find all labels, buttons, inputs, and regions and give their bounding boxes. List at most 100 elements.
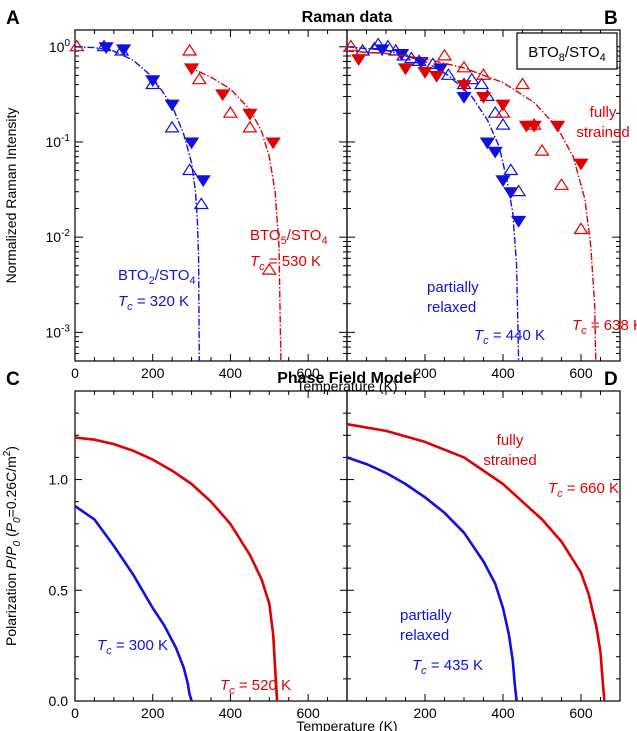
data-point-open: [261, 262, 277, 275]
data-point-open: [475, 68, 492, 80]
data-point-filled: [265, 137, 281, 150]
data-point-filled: [475, 91, 492, 104]
data-point-open: [440, 68, 456, 80]
data-point-open: [487, 105, 503, 118]
panel-c: 0 200 400 600 0.0 0.5 1.0 C Phase Field Model Pol…: [2, 369, 417, 721]
plot-frame: [74, 29, 348, 362]
data-point-open: [573, 222, 589, 235]
sample-label-box: [516, 32, 618, 70]
annotation-text: partially: [427, 279, 479, 296]
panel-letter: A: [6, 8, 20, 29]
annotation-text: Tc = 440 K: [474, 327, 545, 347]
data-point-open: [193, 197, 209, 210]
data-point-open: [182, 43, 198, 56]
data-point-open: [388, 43, 404, 56]
polarization-curve: [346, 422, 606, 702]
data-point-filled: [456, 91, 472, 104]
data-point-filled: [550, 120, 566, 133]
x-axis-label: Temperature (K): [296, 718, 397, 731]
y-tick-label: 10-1: [46, 133, 71, 150]
data-point-open: [510, 184, 527, 197]
x-tick-label: 0: [71, 365, 79, 381]
panel-letter: D: [604, 369, 618, 390]
data-point-open: [69, 39, 85, 52]
y-tick-label: 100: [49, 38, 71, 55]
panel-title: Raman data: [302, 9, 393, 26]
annotation-text: partially: [400, 607, 452, 624]
fit-curve: [346, 50, 597, 362]
annotation-text: Tc = 435 K: [412, 657, 483, 677]
data-point-filled: [456, 80, 472, 92]
data-point-filled: [495, 99, 511, 112]
data-point-filled: [351, 54, 367, 66]
x-tick-label: 600: [569, 705, 593, 721]
data-point-filled: [116, 44, 132, 57]
x-tick-label: 400: [491, 705, 515, 721]
data-point-open: [222, 105, 238, 118]
data-point-open: [495, 105, 511, 118]
y-tick-label: 0.5: [49, 582, 69, 598]
data-point-open: [164, 120, 180, 133]
data-point-open: [182, 163, 198, 176]
x-tick-label: 200: [413, 705, 437, 721]
data-point-open: [242, 120, 258, 133]
x-tick-label: 400: [219, 705, 243, 721]
panel-letter: B: [604, 8, 618, 29]
data-point-open: [473, 77, 490, 90]
x-tick-label: 200: [141, 705, 165, 721]
fit-curve: [187, 65, 282, 362]
polarization-curve: [346, 456, 518, 702]
annotation-text: relaxed: [400, 627, 449, 644]
data-point-filled: [164, 99, 180, 112]
y-axis-label: Polarization P/P0 (P0=0.26C/m2): [2, 446, 23, 646]
data-point-filled: [215, 89, 231, 102]
x-tick-label: 0: [71, 705, 79, 721]
plot-frame: [346, 390, 621, 702]
y-tick-label: 10-3: [46, 323, 71, 340]
annotation-text: Tc = 520 K: [220, 677, 291, 697]
data-point-filled: [242, 108, 258, 121]
x-tick-label: 600: [296, 365, 320, 381]
data-point-filled: [487, 146, 503, 159]
fit-curve: [74, 46, 200, 362]
panel-a: 0 200 400 600 10-3 10-2 10-1 100 A Raman data Norm…: [3, 8, 392, 381]
data-point-filled: [511, 215, 527, 228]
y-axis-label: Normalized Raman Intensity: [3, 108, 19, 284]
panel-title: Phase Field Model: [277, 370, 417, 387]
data-point-filled: [183, 137, 200, 150]
data-point-open: [370, 37, 386, 50]
sample-label: BTO8/STO4: [528, 44, 606, 64]
annotation-text: Tc = 638 K: [572, 317, 637, 337]
data-point-open: [514, 77, 531, 90]
x-tick-label: 400: [219, 365, 243, 381]
data-point-filled: [503, 187, 519, 200]
data-point-open: [495, 117, 511, 130]
data-point-filled: [573, 158, 589, 171]
annotation-text: Tc = 660 K: [548, 480, 619, 500]
data-point-open: [526, 117, 542, 130]
data-point-filled: [397, 63, 414, 76]
panel-b: 200 400 600 B Temperature (K) BTO8/STO4 fully s…: [296, 8, 637, 394]
data-point-open: [343, 39, 359, 52]
x-tick-label: 200: [141, 365, 165, 381]
x-tick-label: 400: [491, 365, 515, 381]
x-axis-label: Temperature (K): [296, 378, 397, 394]
annotation-text: Tc = 530 K: [250, 253, 321, 273]
x-tick-label: 200: [413, 365, 437, 381]
x-tick-label: 600: [569, 365, 593, 381]
annotation-text: BTO5/STO4: [250, 227, 328, 247]
data-point-open: [534, 143, 550, 156]
data-point-filled: [429, 70, 445, 83]
y-tick-label: 0.0: [49, 693, 69, 709]
data-point-open: [553, 178, 570, 190]
data-point-filled: [195, 175, 211, 188]
data-point-open: [145, 77, 161, 90]
data-point-open: [355, 43, 371, 56]
annotation-text: strained: [576, 124, 629, 141]
polarization-curve: [74, 505, 193, 702]
data-point-filled: [184, 63, 200, 76]
annotation-text: Tc = 320 K: [118, 293, 189, 313]
annotation-text: strained: [483, 452, 536, 469]
y-tick-label: 10-2: [46, 228, 71, 245]
